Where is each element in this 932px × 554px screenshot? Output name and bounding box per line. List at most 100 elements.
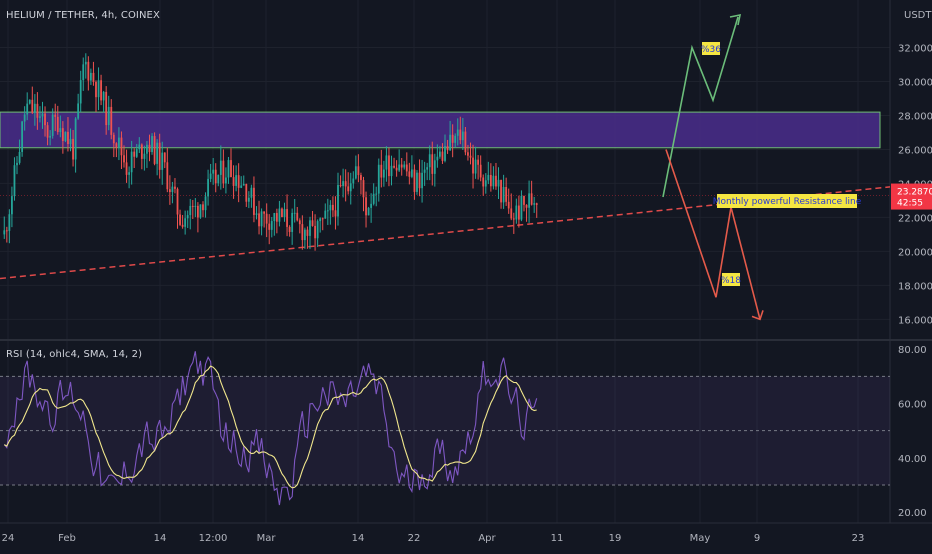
candle-body: [530, 193, 533, 205]
candle-body: [41, 113, 44, 117]
candle-body: [388, 155, 390, 177]
candle-body: [288, 226, 291, 232]
candle-body: [107, 106, 110, 126]
candle-body: [464, 131, 467, 153]
candle-body: [446, 146, 449, 151]
candle-body: [207, 178, 209, 197]
candle-body: [189, 205, 192, 216]
candle-body: [74, 118, 77, 160]
candle-body: [28, 99, 31, 104]
rsi-line: [3, 351, 538, 506]
candle-body: [204, 196, 207, 211]
candle-body: [135, 149, 138, 157]
candle-body: [245, 183, 248, 202]
candle-body: [444, 146, 446, 161]
candle-body: [87, 61, 90, 81]
candle-body: [89, 72, 92, 81]
candle-body: [72, 138, 74, 160]
candle-body: [92, 72, 95, 82]
candle-body: [151, 136, 153, 153]
candle-body: [403, 164, 406, 168]
bearish-arrowhead: [751, 310, 764, 321]
candle-body: [156, 142, 159, 164]
bullish-arrowhead: [729, 13, 742, 26]
candle-body: [293, 212, 296, 214]
candle-body: [176, 188, 179, 215]
candle-body: [324, 210, 327, 219]
candle-body: [329, 204, 332, 211]
candle-body: [179, 214, 181, 225]
candle-body: [247, 197, 250, 202]
candle-body: [49, 135, 52, 138]
candle-body: [191, 205, 194, 207]
candle-body: [212, 169, 215, 174]
candle-body: [105, 91, 108, 126]
candle-body: [69, 138, 72, 145]
rsi-tick-label: 20.00: [898, 508, 927, 519]
candle-body: [36, 103, 39, 118]
candle-body: [237, 175, 240, 188]
candle-body: [56, 116, 59, 133]
candle-body: [194, 205, 197, 207]
candle-body: [449, 134, 452, 151]
candle-body: [133, 151, 136, 157]
candle-body: [306, 229, 309, 236]
candle-body: [59, 128, 62, 133]
candle-body: [123, 155, 125, 163]
candle-body: [372, 193, 375, 204]
candle-body: [44, 113, 46, 126]
candle-body: [342, 181, 345, 187]
candle-body: [225, 177, 227, 184]
candle-body: [461, 131, 464, 141]
candle-body: [347, 186, 350, 192]
time-tick-label: 11: [551, 533, 564, 544]
bullish-label: %36: [701, 45, 721, 55]
candle-body: [232, 177, 235, 186]
time-tick-label: 22: [408, 533, 421, 544]
candle-body: [316, 221, 319, 239]
candle-body: [283, 209, 286, 218]
time-tick-label: 19: [609, 533, 622, 544]
candle-body: [13, 165, 16, 197]
candle-body: [339, 185, 342, 187]
candle-body: [377, 164, 380, 194]
current-price-countdown: 42:55: [897, 199, 923, 209]
time-tick-label: Apr: [478, 533, 496, 544]
rsi-ma-line: [4, 365, 537, 489]
symbol-label: HELIUM / TETHER, 4h, COINEX: [6, 10, 160, 21]
time-tick-label: 24: [2, 533, 15, 544]
candle-body: [186, 215, 189, 219]
candle-body: [512, 218, 515, 220]
unit-label: USDT: [904, 10, 932, 21]
candle-body: [482, 177, 485, 187]
candle-body: [146, 144, 148, 154]
resistance-label: Monthly powerful Resistance line: [713, 197, 862, 207]
candle-body: [128, 172, 131, 175]
rsi-label: RSI (14, ohlc4, SMA, 14, 2): [6, 349, 143, 360]
candle-body: [143, 153, 146, 159]
candle-body: [118, 137, 120, 148]
candle-body: [454, 135, 457, 143]
candle-body: [380, 164, 383, 178]
candle-body: [487, 174, 490, 181]
candle-body: [451, 134, 454, 143]
candle-body: [125, 162, 128, 175]
rsi-tick-label: 60.00: [898, 399, 927, 410]
time-tick-label: 9: [754, 533, 760, 544]
candle-body: [275, 213, 278, 222]
candle-body: [523, 195, 525, 205]
candle-body: [418, 172, 421, 189]
candle-body: [492, 175, 495, 187]
candle-body: [296, 212, 299, 221]
candle-body: [255, 213, 258, 215]
candle-body: [222, 160, 225, 184]
candle-body: [140, 144, 143, 159]
candle-body: [370, 203, 373, 208]
time-tick-label: 14: [352, 533, 365, 544]
candle-body: [115, 143, 118, 148]
candle-body: [357, 166, 360, 176]
candle-body: [393, 165, 395, 168]
candle-body: [242, 183, 245, 186]
